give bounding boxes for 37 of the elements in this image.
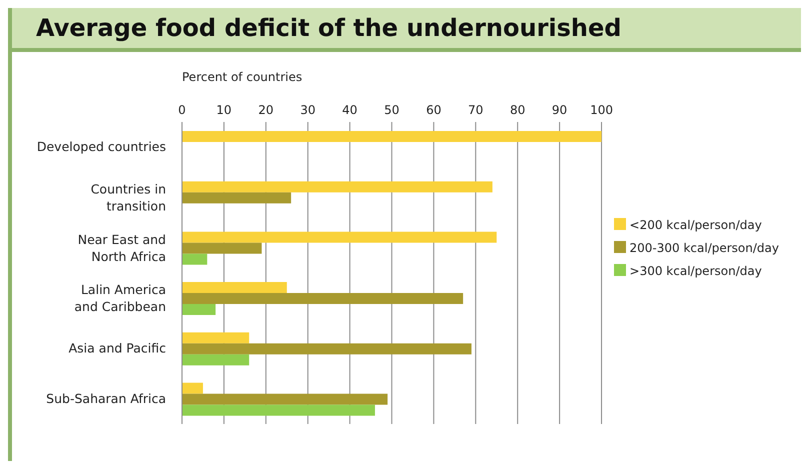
x-tick-label: 60 xyxy=(426,103,442,117)
x-tick-label: 80 xyxy=(510,103,526,117)
y-tick-label: Near East and North Africa xyxy=(78,232,166,264)
bar xyxy=(182,232,497,243)
x-tick-label: 20 xyxy=(258,103,274,117)
bar xyxy=(182,332,250,344)
x-tick-label: 0 xyxy=(178,103,186,117)
bar xyxy=(182,293,464,304)
x-tick-label: 100 xyxy=(590,103,613,117)
bar xyxy=(182,404,375,416)
bar xyxy=(182,282,287,294)
bar xyxy=(182,131,602,142)
legend-label: 200-300 kcal/person/day xyxy=(630,240,779,254)
bar xyxy=(182,242,262,254)
bar xyxy=(182,254,208,265)
x-tick-label: 50 xyxy=(384,103,400,117)
bar xyxy=(182,192,292,204)
x-tick-label: 40 xyxy=(342,103,358,117)
y-tick-label: Developed countries xyxy=(36,139,166,154)
bar xyxy=(182,382,203,394)
bar xyxy=(182,304,216,316)
y-tick-label: Asia and Pacific xyxy=(68,340,166,356)
x-tick-label: 70 xyxy=(468,103,484,117)
legend-label: >300 kcal/person/day xyxy=(630,264,762,278)
x-tick-label: 30 xyxy=(300,103,316,117)
y-tick-label: Lalin America and Caribbean xyxy=(74,282,166,314)
bar xyxy=(182,354,250,366)
bar xyxy=(182,394,388,405)
y-tick-label: Sub-Saharan Africa xyxy=(46,390,166,406)
legend-label: <200 kcal/person/day xyxy=(630,218,762,232)
bar xyxy=(182,343,472,354)
y-tick-label: Countries in transition xyxy=(90,182,166,214)
x-tick-label: 90 xyxy=(552,103,568,117)
x-axis-title: Percent of countries xyxy=(182,70,302,84)
x-tick-label: 10 xyxy=(216,103,232,117)
bar xyxy=(182,181,492,192)
chart-title: Average food deficit of the undernourished xyxy=(12,8,801,52)
